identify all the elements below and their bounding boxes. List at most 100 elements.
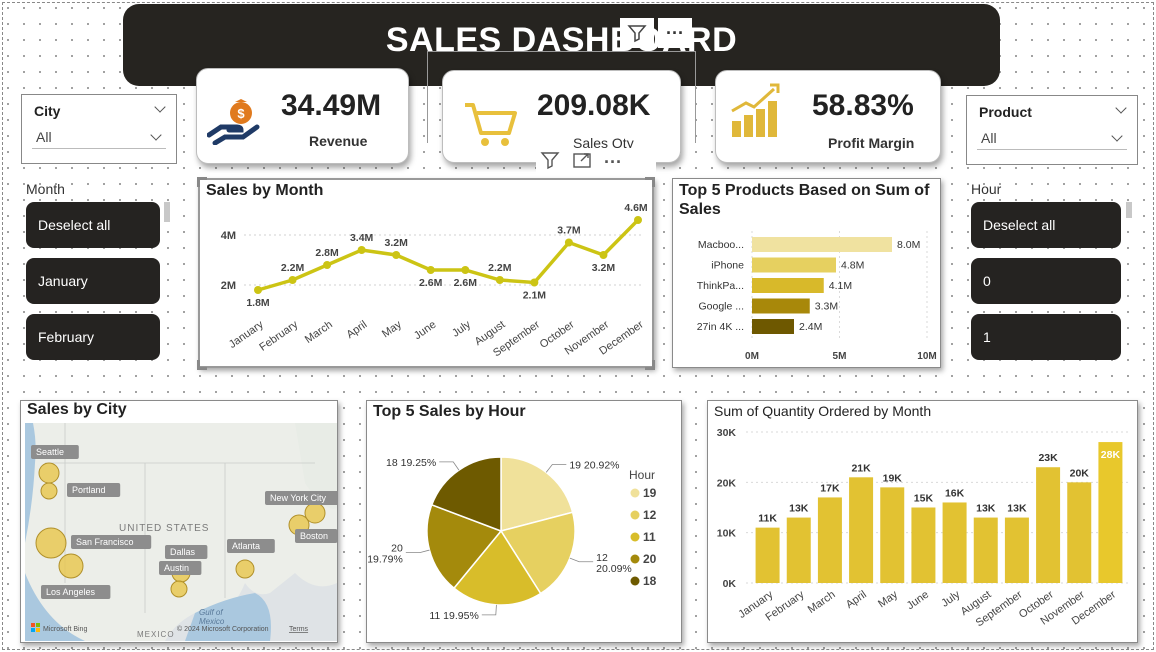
qty-by-month-chart: 0K10K20K30K11KJanuary13KFebruary17KMarch… (717, 427, 1128, 629)
map-brand: Microsoft Bing (43, 626, 87, 633)
product-slicer[interactable]: Product All (966, 95, 1138, 165)
x-tick-label: 0M (745, 351, 759, 362)
y-tick-label: 20K (717, 477, 737, 489)
x-tick-label: June (412, 319, 438, 343)
product-dropdown[interactable]: All (977, 126, 1127, 150)
quantity-bar (1036, 467, 1061, 583)
resize-handle[interactable] (645, 360, 655, 370)
map-label-country: UNITED STATES (119, 523, 209, 534)
city-bubble (35, 527, 67, 559)
legend-label: 18 (643, 574, 657, 588)
more-options-icon[interactable]: ··· (658, 18, 692, 48)
data-label: 3.2M (385, 237, 409, 249)
data-label: 11K (758, 513, 777, 525)
resize-handle[interactable] (197, 360, 207, 370)
data-label: 13K (1007, 503, 1027, 515)
sales-qty-label: Sales Qty (573, 135, 634, 151)
top-products-panel[interactable]: Top 5 Products Based on Sum of Sales 0M 5… (672, 178, 941, 368)
chevron-down-icon (1115, 102, 1127, 114)
x-tick-label: July (450, 318, 473, 339)
y-tick-label: 30K (717, 427, 737, 439)
data-point (461, 266, 470, 274)
month-list-scrollbar[interactable] (164, 202, 170, 222)
top-products-chart: 0M 5M 10M Macboo... 8.0M iPhone 4.8M ThinkPa...… (697, 231, 937, 362)
city-label-bg (31, 445, 79, 459)
month-item-february[interactable]: February (26, 314, 160, 360)
category-label: 27in 4K ... (697, 321, 744, 333)
city-bubble (38, 462, 60, 484)
resize-handle[interactable] (645, 177, 655, 187)
quantity-bar (1004, 517, 1029, 583)
category-label: Macboo... (698, 239, 744, 251)
sales-by-month-panel[interactable]: Sales by Month 2M 4M 1.8M January 2.2M Februa… (198, 178, 654, 368)
kpi-selection-frame (427, 51, 696, 143)
data-label: 21K (851, 462, 871, 474)
data-label: 13K (789, 503, 809, 515)
slice-label: 20.09% (596, 563, 632, 575)
quantity-bar (849, 477, 874, 583)
month-item-deselect-all[interactable]: Deselect all (26, 202, 160, 248)
title-visual-toolbar: ··· (620, 18, 696, 50)
quantity-bar (1067, 482, 1092, 583)
quantity-bar (817, 497, 842, 583)
qty-by-month-panel[interactable]: Sum of Quantity Ordered by Month 0K 10K 20… (707, 400, 1138, 643)
hour-item-0[interactable]: 0 (971, 258, 1121, 304)
city-label: Austin (164, 563, 189, 573)
quantity-bar (755, 527, 780, 583)
y-tick-label: 10K (717, 528, 737, 540)
city-slicer-label: City (34, 103, 61, 119)
data-label: 3.7M (557, 225, 581, 237)
x-tick-label: 5M (833, 351, 847, 362)
data-label: 20K (1070, 467, 1090, 479)
map-label-mexico: MEXICO (137, 630, 175, 639)
data-label: 19K (883, 472, 903, 484)
top-hours-panel[interactable]: Top 5 Sales by Hour 19 20.92% 12 20.09% 11 … (366, 400, 682, 643)
leader-line (405, 549, 430, 554)
city-bubble (170, 580, 188, 598)
legend-label: 19 (643, 486, 657, 500)
sales-qty-value: 209.08K (537, 89, 651, 122)
hour-item-1[interactable]: 1 (971, 314, 1121, 360)
city-label-bg (159, 561, 202, 575)
filter-icon[interactable] (540, 150, 560, 175)
legend-title: Hour (629, 468, 655, 482)
map-terms-link[interactable]: Terms (289, 626, 309, 633)
city-slicer[interactable]: City All (21, 94, 177, 164)
city-dropdown[interactable]: All (32, 125, 166, 149)
quantity-bar (942, 502, 967, 583)
city-bubble (40, 482, 58, 500)
product-bar (752, 319, 794, 334)
slice-label: 19.79% (367, 554, 403, 566)
data-label: 16K (945, 487, 965, 499)
hour-list-scrollbar[interactable] (1126, 202, 1132, 218)
data-label: 15K (914, 493, 934, 505)
sales-by-city-map[interactable]: UNITED STATES Gulf of Mexico MEXICO Seat… (25, 423, 337, 641)
data-label: 17K (820, 482, 840, 494)
data-label: 2.6M (454, 277, 478, 289)
city-label-bg (71, 535, 152, 549)
data-point (357, 246, 366, 254)
revenue-label: Revenue (309, 133, 368, 149)
x-tick-label: July (939, 588, 962, 609)
profit-margin-label: Profit Margin (828, 135, 915, 151)
category-label: Google ... (698, 301, 744, 313)
hour-list-title: Hour (971, 181, 1002, 197)
focus-mode-icon[interactable] (572, 150, 592, 175)
legend-swatch (630, 488, 640, 498)
city-label-bg (41, 585, 111, 599)
svg-text:$: $ (237, 106, 245, 121)
product-bar (752, 278, 824, 293)
month-item-january[interactable]: January (26, 258, 160, 304)
data-label: 3.4M (350, 232, 374, 244)
map-attribution: © 2024 Microsoft Corporation (177, 625, 269, 633)
sales-by-city-panel[interactable]: Sales by City UNITED STATES Gulf of Mexi… (20, 400, 338, 643)
resize-handle[interactable] (197, 177, 207, 187)
more-options-icon[interactable]: ··· (604, 151, 622, 172)
data-label: 8.0M (897, 239, 920, 251)
pie-slice (430, 456, 502, 533)
filter-icon[interactable] (620, 18, 654, 48)
y-tick-label: 4M (221, 230, 236, 242)
bing-logo-icon (31, 623, 40, 632)
quantity-bar (786, 517, 811, 583)
hour-item-deselect-all[interactable]: Deselect all (971, 202, 1121, 248)
